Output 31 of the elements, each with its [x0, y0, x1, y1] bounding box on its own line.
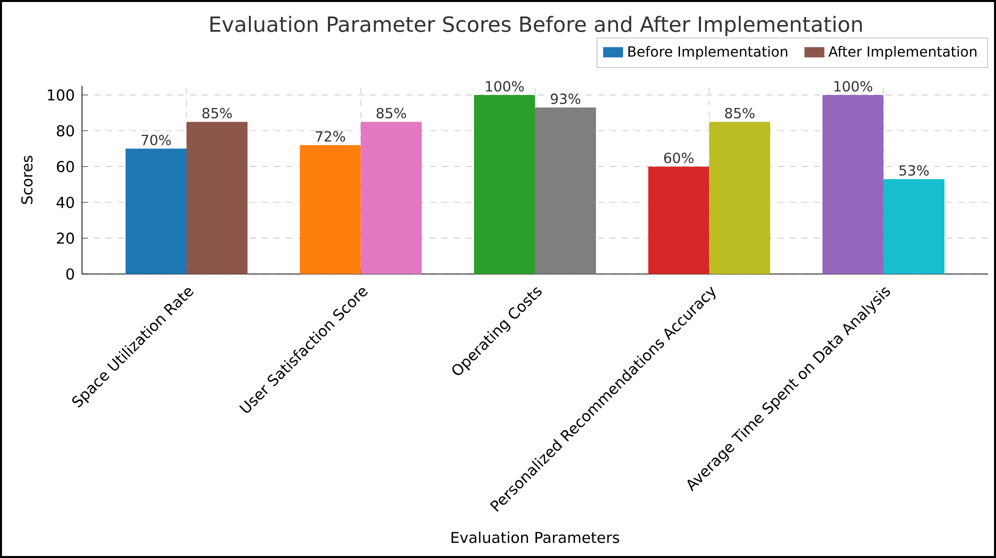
bar [648, 166, 710, 274]
data-label: 72% [316, 131, 346, 142]
bar [709, 122, 770, 274]
legend-label: Before Implementation [628, 46, 788, 60]
x-axis-title: Evaluation Parameters [452, 532, 620, 544]
bar [822, 94, 884, 274]
data-label: 85% [725, 108, 754, 118]
data-label: 93% [550, 94, 580, 104]
y-axis-title: Scores [21, 156, 33, 204]
data-label: 70% [142, 134, 171, 146]
bar [474, 94, 535, 274]
data-label: 85% [202, 108, 232, 118]
chart-title: Evaluation Parameter Scores Before and After Implementation [210, 16, 862, 36]
legend-label: After Implementation [828, 46, 976, 60]
y-tick-label: 0 [66, 268, 74, 280]
bar [126, 148, 187, 274]
data-label: 53% [899, 165, 929, 176]
data-label: 85% [376, 108, 406, 118]
bar [186, 122, 248, 274]
bar [300, 145, 361, 274]
data-label: 60% [664, 152, 694, 164]
data-label: 100% [486, 80, 524, 92]
data-label: 100% [834, 80, 872, 92]
bar [360, 122, 422, 274]
bar [883, 179, 944, 274]
y-tick-label: 60 [56, 160, 74, 172]
y-tick-label: 40 [56, 196, 74, 208]
bar [535, 107, 596, 274]
y-tick-label: 20 [56, 232, 74, 244]
y-tick-label: 80 [56, 125, 74, 136]
y-tick-label: 100 [48, 89, 74, 101]
